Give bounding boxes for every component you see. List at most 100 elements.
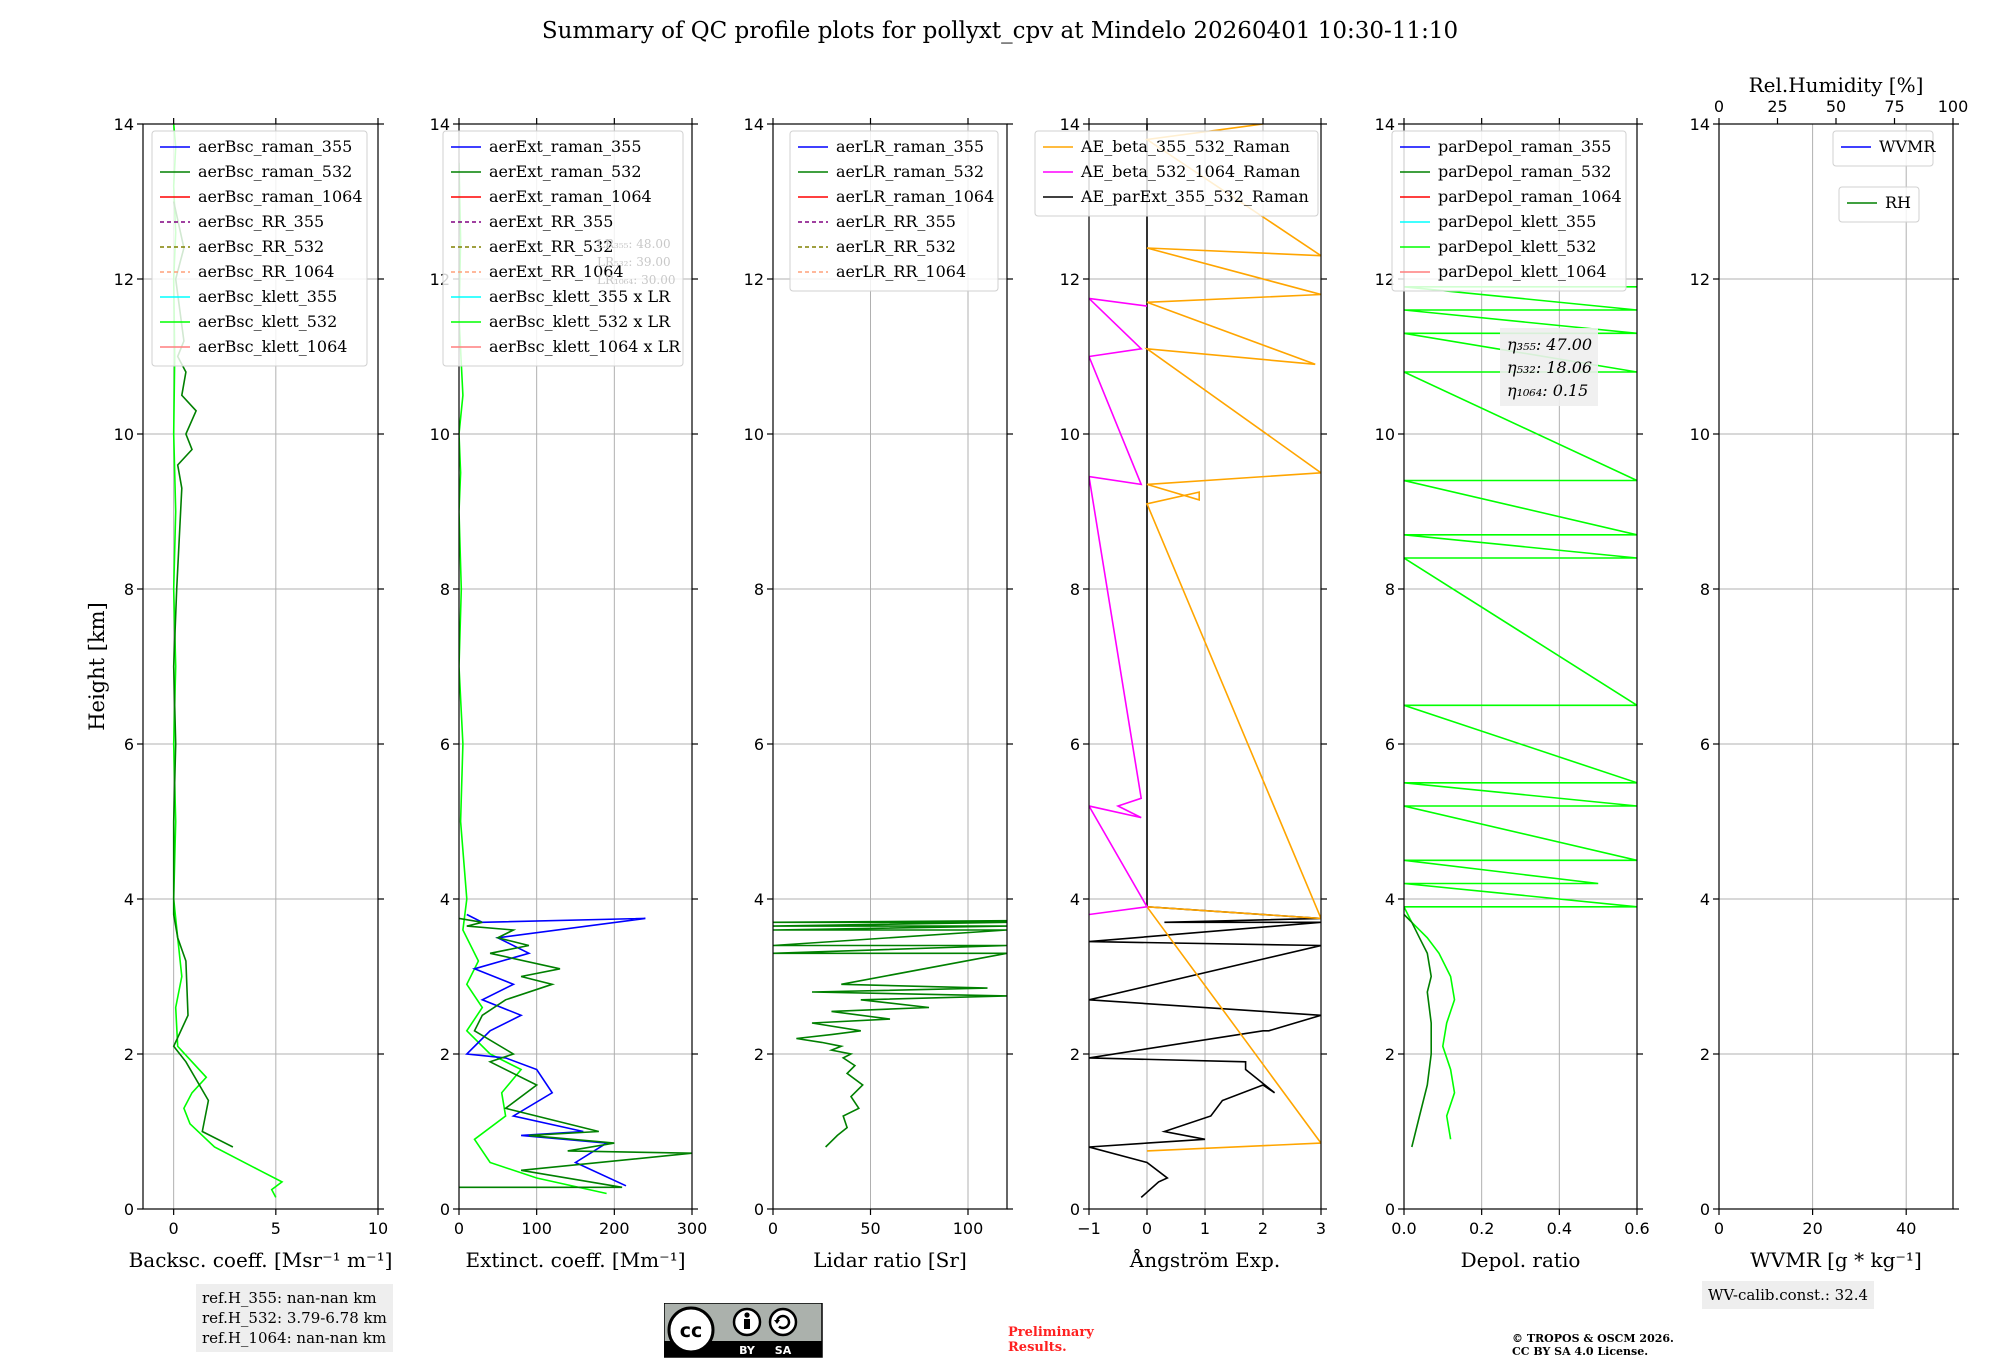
legend-frame [442, 130, 684, 367]
series-AE_beta_355_532_Raman [1144, 124, 1321, 1152]
cc-by-label: BY [739, 1344, 756, 1357]
legend-entry: aerBsc_klett_355 [198, 287, 337, 306]
legend-frame [151, 130, 368, 367]
plot-frame [142, 123, 379, 1210]
secondary-x-tick-label: 0 [1714, 97, 1724, 116]
y-tick-label: 12 [114, 270, 134, 289]
legend-entry: aerBsc_raman_532 [198, 162, 352, 181]
y-tick-label: 10 [1375, 425, 1395, 444]
y-tick-label: 2 [440, 1045, 450, 1064]
legend-entry: AE_parExt_355_532_Raman [1080, 187, 1309, 206]
series-aerExt_raman_355 [465, 913, 646, 1187]
y-tick-label: 10 [114, 425, 134, 444]
y-tick-label: 0 [1700, 1200, 1710, 1219]
plot-frame [1403, 123, 1638, 1210]
preliminary-line-2: Results. [1008, 1340, 1067, 1355]
y-tick-label: 2 [124, 1045, 134, 1064]
y-tick-label: 2 [1070, 1045, 1080, 1064]
eta-annotation: η₁₀₆₄: 0.15 [1507, 381, 1588, 400]
legend: aerExt_raman_355 aerExt_raman_532 aerExt_r… [442, 130, 684, 367]
legend-frame [789, 130, 999, 292]
lr-annotation: LR₅₃₂: 39.00 [597, 255, 671, 269]
lr-annotation: LR₁₀₆₄: 30.00 [597, 273, 675, 287]
wv-calib-box: WV-calib.const.: 32.4 [1702, 1281, 1875, 1309]
legend-entry: AE_beta_355_532_Raman [1080, 137, 1290, 156]
legend-entry: aerExt_RR_1064 [489, 262, 624, 281]
plot-frame [458, 123, 693, 1210]
panel-lr: 0 50 100 0 2 4 6 8 10 12 14 Lidar ratio [Sr] aerLR_r… [744, 115, 1013, 1272]
y-tick-label: 6 [754, 735, 764, 754]
y-tick-label: 12 [1060, 270, 1080, 289]
eta-annotation: η₅₃₂: 18.06 [1507, 358, 1592, 377]
y-tick-label: 10 [1690, 425, 1710, 444]
y-tick-label: 6 [1070, 735, 1080, 754]
y-tick-label: 8 [1700, 580, 1710, 599]
series-aerBsc_klett_532 x LR [459, 162, 607, 1195]
y-tick-label: 4 [1385, 890, 1395, 909]
y-tick-label: 0 [1070, 1200, 1080, 1219]
legend-entry: aerExt_RR_355 [489, 212, 613, 231]
y-tick-label: 4 [1700, 890, 1710, 909]
legend-entry: WVMR [1879, 137, 1936, 156]
series-AE_parExt_355_532_Raman [1089, 124, 1321, 1198]
series-aerLR_raman_532 [773, 919, 1007, 1148]
x-tick-label: 0 [1142, 1219, 1152, 1238]
y-tick-label: 8 [124, 580, 134, 599]
x-tick-label: 40 [1896, 1219, 1916, 1238]
y-tick-label: 12 [744, 270, 764, 289]
y-tick-label: 4 [754, 890, 764, 909]
preliminary-results-note: Preliminary Results. [1008, 1325, 1094, 1355]
sa-sharealike-icon [768, 1307, 798, 1337]
legend: parDepol_raman_355 parDepol_raman_532 parD… [1391, 130, 1627, 292]
lr-annotation: LR₃₅₅: 48.00 [597, 237, 671, 251]
y-tick-label: 14 [1690, 115, 1710, 134]
y-tick-label: 12 [1375, 270, 1395, 289]
x-axis-label: Backsc. coeff. [Msr⁻¹ m⁻¹] [129, 1248, 393, 1272]
x-tick-label: 0 [169, 1219, 179, 1238]
x-axis-label: WVMR [g * kg⁻¹] [1750, 1248, 1922, 1272]
series-AE_beta_532_1064_Raman [1089, 297, 1149, 916]
x-tick-label: 5 [271, 1219, 281, 1238]
x-tick-label: 1 [1200, 1219, 1210, 1238]
x-axis-label: Extinct. coeff. [Mm⁻¹] [465, 1248, 685, 1272]
secondary-x-tick-label: 25 [1767, 97, 1787, 116]
legend-entry: RH [1885, 193, 1911, 212]
y-tick-label: 6 [1385, 735, 1395, 754]
eta-annotation: η₃₅₅: 47.00 [1507, 335, 1592, 354]
cc-license-badge: cc BY SA [664, 1303, 823, 1358]
legend-entry: parDepol_raman_1064 [1438, 187, 1622, 206]
x-tick-label: −1 [1077, 1219, 1101, 1238]
y-tick-label: 4 [124, 890, 134, 909]
x-tick-label: 0.4 [1547, 1219, 1572, 1238]
legend: aerBsc_raman_355 aerBsc_raman_532 aerBsc_r… [151, 130, 368, 367]
y-tick-label: 0 [440, 1200, 450, 1219]
y-tick-label: 4 [1070, 890, 1080, 909]
cc-sa-label: SA [775, 1344, 792, 1357]
x-tick-label: 100 [953, 1219, 984, 1238]
x-tick-label: 200 [599, 1219, 630, 1238]
y-tick-label: 0 [1385, 1200, 1395, 1219]
y-tick-label: 10 [1060, 425, 1080, 444]
ref-height-355: ref.H_355: nan-nan km [202, 1289, 377, 1307]
legend-entry: aerBsc_raman_355 [198, 137, 352, 156]
x-tick-label: 0 [1714, 1219, 1724, 1238]
legend-entry: parDepol_klett_1064 [1438, 262, 1607, 281]
x-axis-label: Depol. ratio [1461, 1248, 1581, 1272]
legend-entry: aerBsc_klett_532 [198, 312, 337, 331]
legend: aerLR_raman_355 aerLR_raman_532 aerLR_rama… [789, 130, 999, 292]
legend-frame [1034, 130, 1319, 217]
y-tick-label: 2 [754, 1045, 764, 1064]
x-tick-label: 300 [677, 1219, 708, 1238]
legend-frame [1838, 186, 1920, 223]
legend-entry: aerBsc_klett_1064 [198, 337, 347, 356]
eta-box [1500, 328, 1598, 406]
legend-entry: aerBsc_klett_532 x LR [489, 312, 671, 331]
secondary-x-tick-label: 50 [1826, 97, 1846, 116]
series-aerExt_raman_532 [459, 917, 692, 1189]
y-tick-label: 10 [430, 425, 450, 444]
legend-entry: parDepol_raman_355 [1438, 137, 1611, 156]
x-tick-label: 0.0 [1391, 1219, 1416, 1238]
